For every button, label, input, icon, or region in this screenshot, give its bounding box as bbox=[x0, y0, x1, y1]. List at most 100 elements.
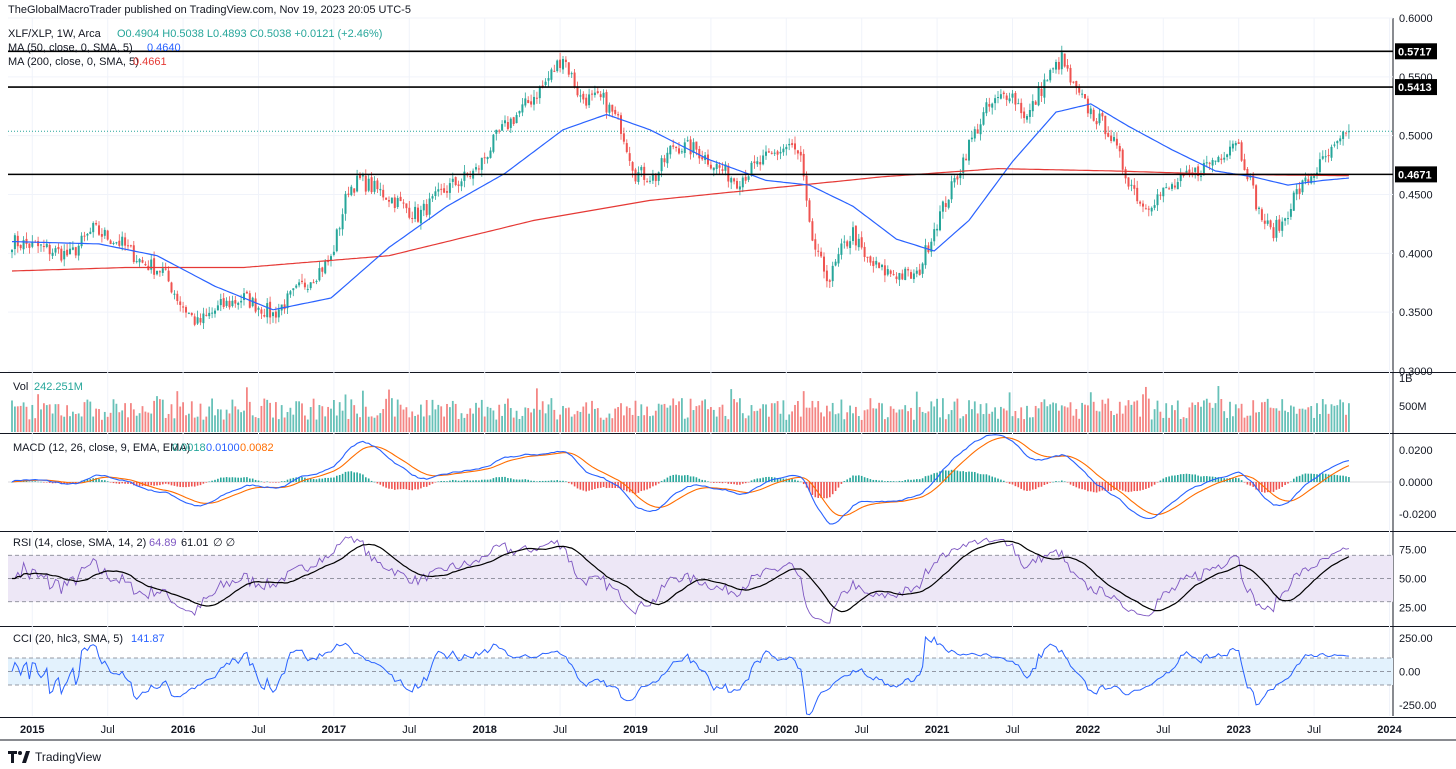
volume-bar bbox=[211, 398, 213, 432]
candle-body bbox=[376, 180, 379, 190]
price-legend-symbol[interactable]: XLF/XLP, 1W, Arca bbox=[8, 28, 102, 40]
volume-bar bbox=[860, 419, 863, 432]
candle-body bbox=[1046, 80, 1049, 82]
volume-bar bbox=[791, 411, 793, 432]
volume-bar bbox=[347, 418, 350, 432]
time-tick-label: 2023 bbox=[1226, 724, 1250, 736]
candle-body bbox=[475, 167, 477, 170]
macd-histogram-bar bbox=[257, 480, 260, 482]
candle-body bbox=[359, 175, 361, 179]
volume-bar bbox=[376, 415, 379, 432]
macd-histogram-bar bbox=[336, 475, 338, 482]
macd-legend-label[interactable]: MACD (12, 26, close, 9, EMA, EMA) bbox=[13, 442, 190, 454]
volume-bar bbox=[1281, 399, 1284, 432]
volume-bar bbox=[350, 399, 353, 432]
candle-body bbox=[370, 177, 373, 193]
volume-bar bbox=[750, 405, 753, 432]
volume-bar bbox=[710, 407, 712, 432]
candle-body bbox=[431, 196, 434, 199]
candle-body bbox=[962, 157, 965, 173]
volume-bar bbox=[1272, 408, 1275, 432]
candle-body bbox=[605, 92, 608, 113]
macd-histogram-bar bbox=[881, 480, 883, 482]
volume-bar bbox=[727, 419, 730, 432]
candle-body bbox=[498, 130, 501, 132]
macd-histogram-bar bbox=[115, 482, 118, 484]
volume-bar bbox=[930, 401, 933, 432]
candle-body bbox=[831, 265, 834, 282]
macd-histogram-bar bbox=[457, 480, 460, 482]
volume-bar bbox=[364, 406, 367, 432]
ma200-legend-label[interactable]: MA (200, close, 0, SMA, 5) bbox=[8, 56, 139, 68]
volume-bar bbox=[556, 419, 559, 432]
candle-body bbox=[721, 169, 724, 171]
candle-body bbox=[350, 186, 353, 196]
volume-bar bbox=[1287, 412, 1289, 432]
candle-body bbox=[759, 161, 762, 165]
candle-body bbox=[689, 139, 692, 155]
macd-histogram-bar bbox=[367, 478, 370, 482]
volume-bar bbox=[515, 410, 518, 432]
volume-bar bbox=[57, 404, 60, 432]
candle-body bbox=[1171, 184, 1173, 189]
candle-body bbox=[1202, 162, 1205, 175]
volume-bar bbox=[370, 416, 373, 432]
volume-bar bbox=[170, 404, 173, 432]
macd-histogram-bar bbox=[907, 479, 909, 482]
macd-histogram-bar bbox=[918, 479, 921, 482]
macd-histogram-bar bbox=[228, 477, 231, 482]
volume-bar bbox=[678, 401, 680, 432]
candle-body bbox=[167, 270, 170, 282]
macd-histogram-bar bbox=[283, 481, 286, 482]
volume-bar bbox=[576, 410, 579, 432]
time-tick-label: 2020 bbox=[774, 724, 798, 736]
macd-legend-signal: 0.0082 bbox=[240, 442, 274, 454]
volume-bar bbox=[489, 407, 492, 432]
macd-histogram-bar bbox=[104, 480, 106, 482]
candle-body bbox=[1237, 142, 1240, 144]
cci-legend-value: 141.87 bbox=[131, 633, 165, 645]
macd-histogram-bar bbox=[1220, 477, 1223, 482]
volume-bar bbox=[1011, 416, 1014, 432]
macd-histogram-bar bbox=[292, 477, 295, 482]
macd-histogram-bar bbox=[1153, 482, 1156, 485]
candle-body bbox=[434, 191, 437, 197]
macd-histogram-bar bbox=[1087, 482, 1089, 492]
price-legend-ohlc: O0.4904 H0.5038 L0.4893 C0.5038 +0.0121 … bbox=[117, 28, 382, 40]
volume-legend-label[interactable]: Vol bbox=[13, 381, 28, 393]
volume-bar bbox=[965, 414, 967, 432]
volume-bar bbox=[199, 403, 202, 432]
macd-histogram-bar bbox=[956, 470, 959, 482]
cci-tick-label: -250.00 bbox=[1399, 700, 1436, 712]
macd-histogram-bar bbox=[1040, 482, 1043, 487]
macd-histogram-bar bbox=[1142, 482, 1144, 490]
macd-histogram-bar bbox=[437, 481, 440, 482]
macd-histogram-bar bbox=[826, 482, 828, 499]
candle-body bbox=[898, 273, 901, 280]
macd-histogram-bar bbox=[611, 482, 614, 488]
macd-histogram-bar bbox=[582, 482, 585, 491]
volume-bar bbox=[1162, 417, 1165, 432]
volume-bar bbox=[747, 415, 750, 432]
macd-histogram-bar bbox=[744, 482, 747, 484]
footer-brand[interactable]: TradingView bbox=[8, 748, 101, 766]
macd-histogram-bar bbox=[976, 473, 979, 482]
macd-histogram-bar bbox=[1278, 482, 1281, 489]
volume-bar bbox=[144, 411, 147, 432]
rsi-legend-label[interactable]: RSI (14, close, SMA, 14, 2) bbox=[13, 537, 146, 549]
macd-histogram-bar bbox=[1237, 478, 1240, 482]
macd-histogram-bar bbox=[550, 480, 553, 482]
volume-bar bbox=[188, 413, 190, 432]
candle-body bbox=[538, 86, 541, 99]
plot-marks bbox=[8, 45, 1393, 716]
volume-bar bbox=[219, 409, 222, 432]
ma50-legend-label[interactable]: MA (50, close, 0, SMA, 5) bbox=[8, 42, 133, 54]
macd-histogram-bar bbox=[1307, 473, 1310, 482]
cci-legend-label[interactable]: CCI (20, hlc3, SMA, 5) bbox=[13, 633, 123, 645]
volume-bar bbox=[283, 417, 286, 432]
candle-body bbox=[843, 241, 846, 243]
macd-histogram-bar bbox=[588, 482, 590, 491]
macd-histogram-bar bbox=[701, 479, 703, 482]
candle-body bbox=[1200, 175, 1202, 177]
